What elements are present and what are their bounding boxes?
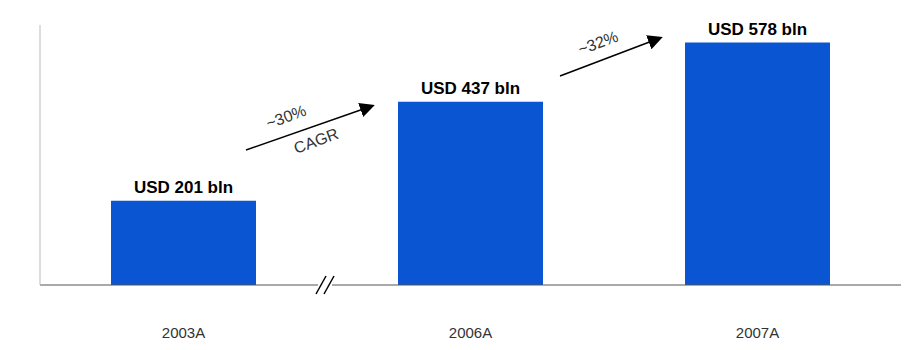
svg-text:~32%: ~32%: [576, 28, 621, 58]
svg-text:USD 437 bln: USD 437 bln: [421, 79, 520, 98]
svg-text:USD 578 bln: USD 578 bln: [708, 20, 807, 39]
svg-text:USD 201 bln: USD 201 bln: [134, 178, 233, 197]
svg-text:~30%: ~30%: [264, 102, 309, 132]
svg-text:2003A: 2003A: [162, 324, 205, 341]
svg-text:2007A: 2007A: [736, 324, 779, 341]
svg-text:CAGR: CAGR: [291, 125, 340, 157]
svg-text:2006A: 2006A: [449, 324, 492, 341]
